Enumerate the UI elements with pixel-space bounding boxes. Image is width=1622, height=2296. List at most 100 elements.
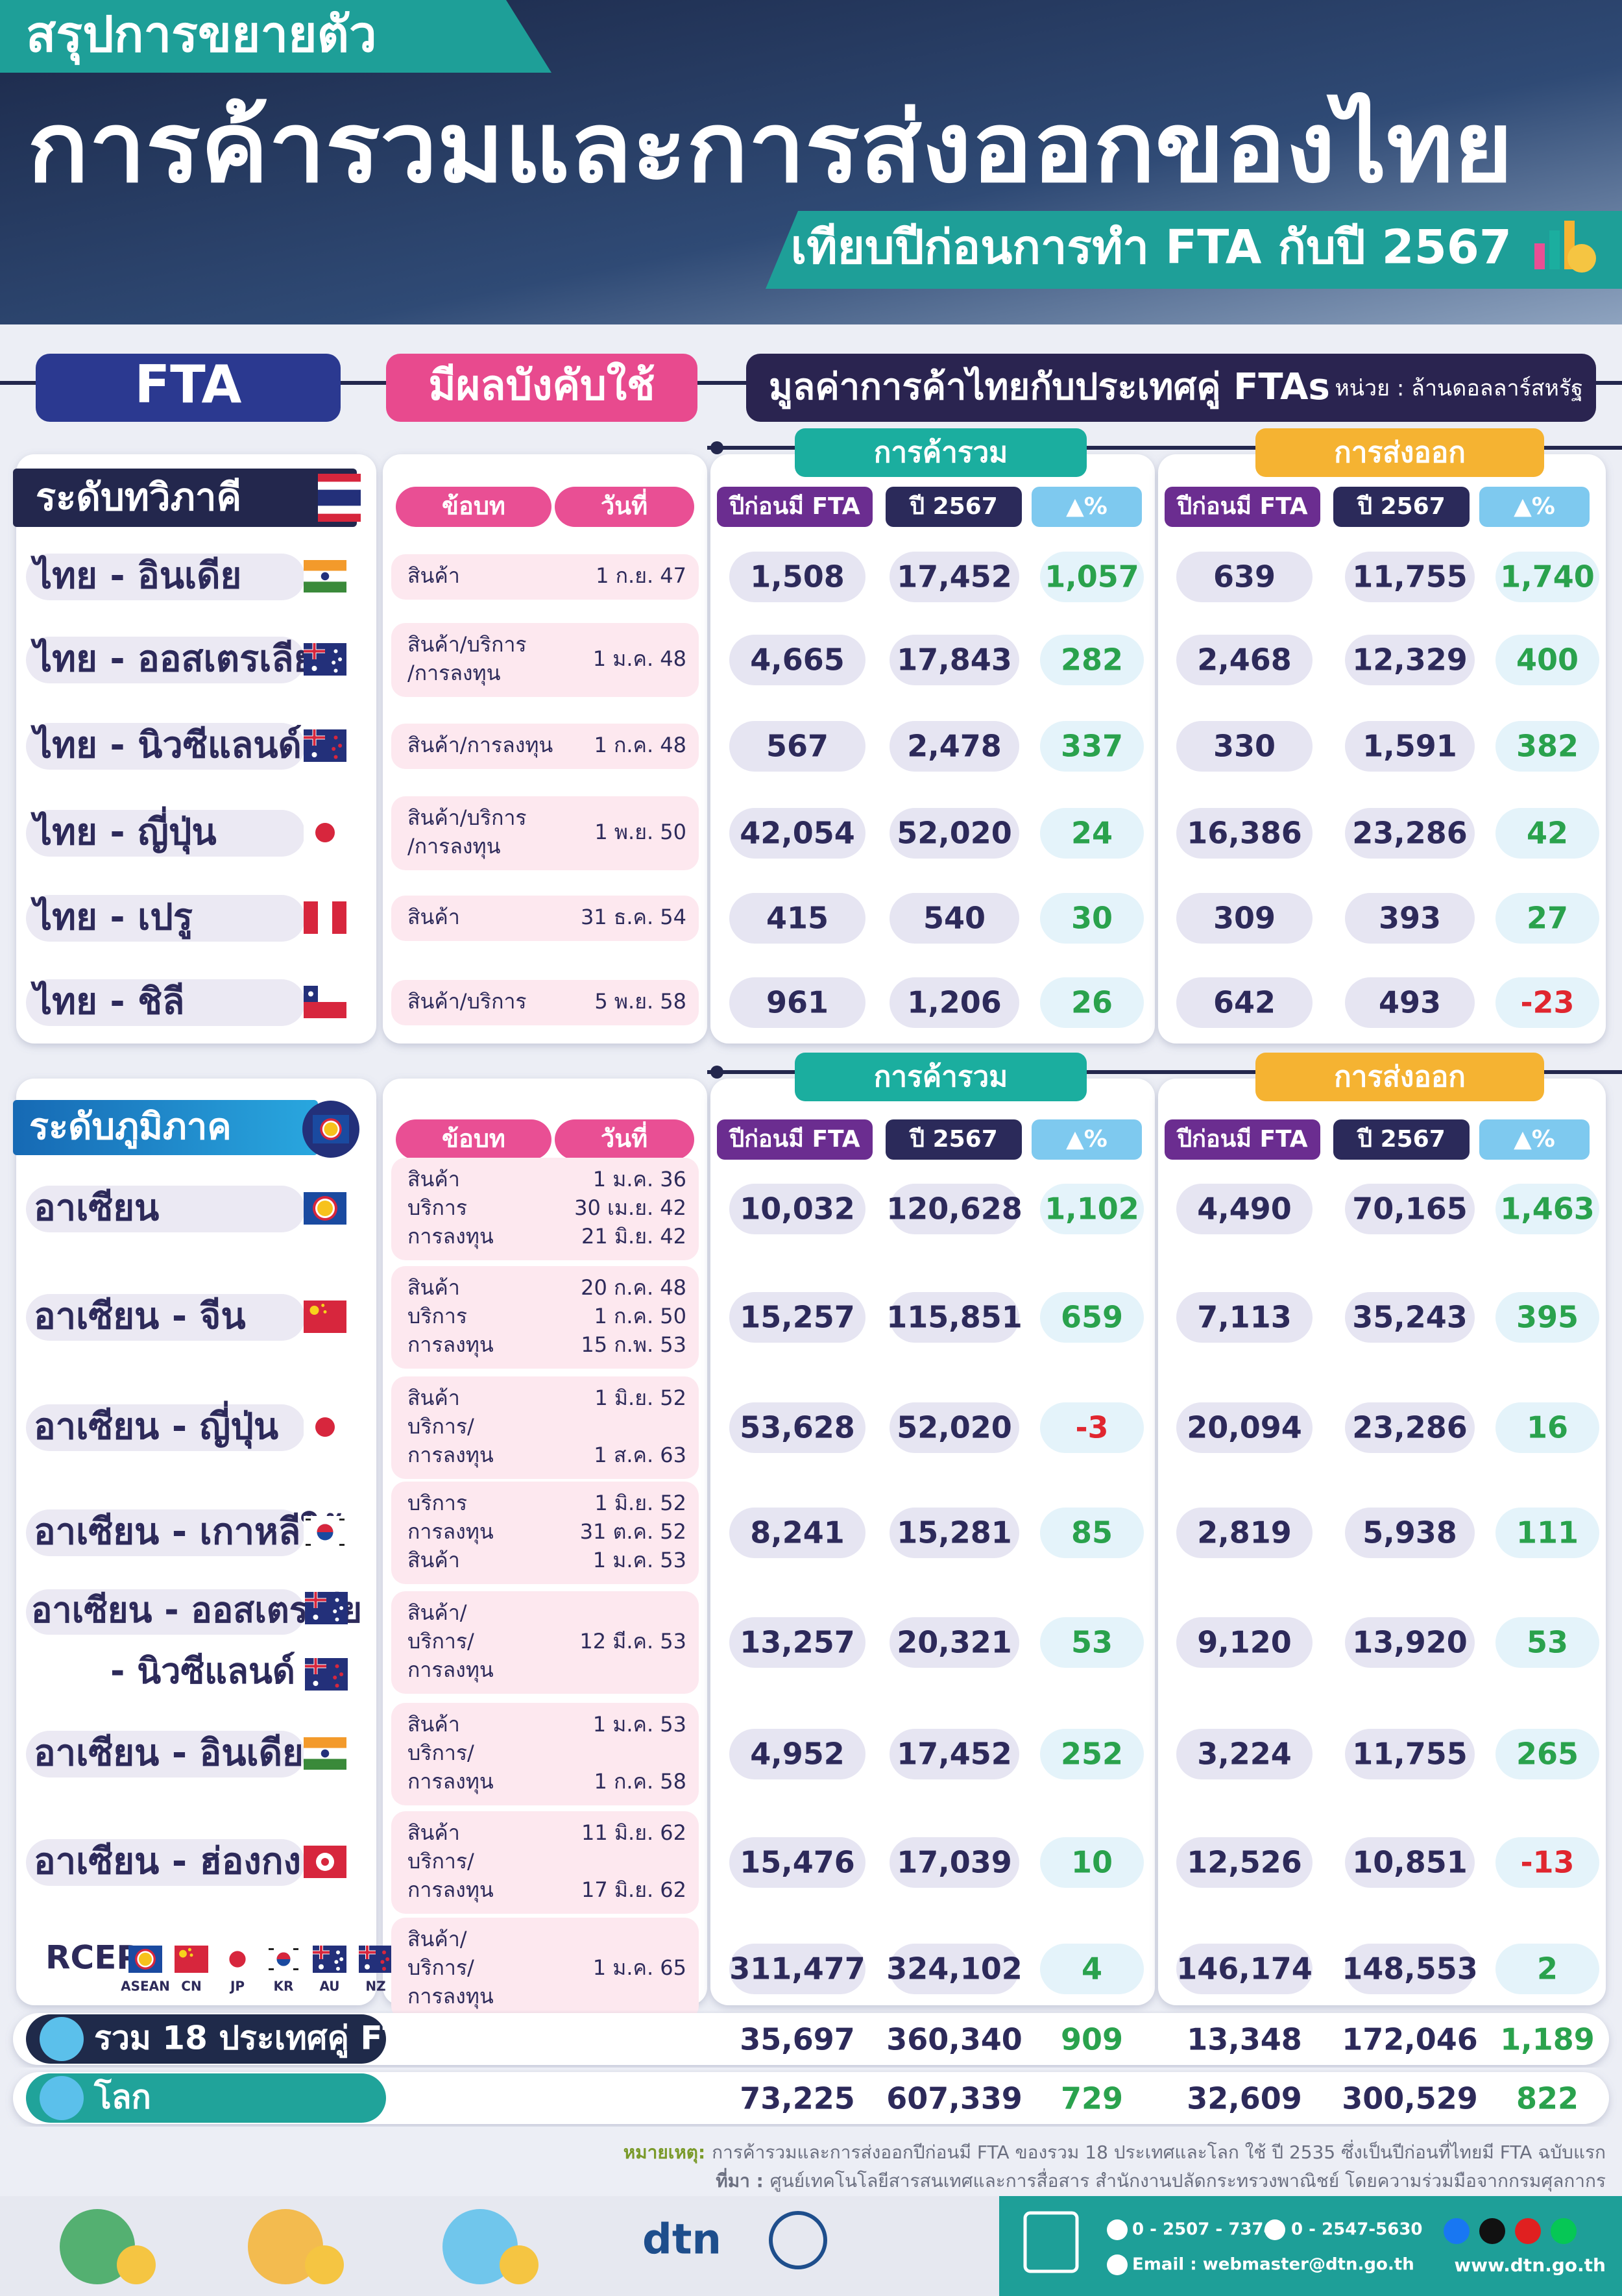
name-pill — [26, 1186, 305, 1232]
value-pill — [1495, 552, 1599, 602]
date-text: 1 ม.ค. 53 — [593, 1548, 686, 1572]
trade-value: 2,819 — [1197, 1515, 1292, 1550]
flag-part — [333, 1676, 337, 1679]
percent-change: -23 — [1520, 985, 1574, 1020]
flag — [359, 1946, 393, 1973]
trade-value: 16,386 — [1187, 816, 1302, 851]
phone: 0 - 2507 - 7374 — [1132, 2220, 1276, 2240]
value-pill — [1176, 552, 1313, 602]
percent-change: 252 — [1061, 1737, 1123, 1772]
social-icon[interactable] — [1444, 2218, 1470, 2244]
rcep-flag-label: CN — [181, 1979, 201, 1994]
flag-part — [229, 1951, 246, 1968]
value-pill — [729, 721, 865, 772]
group-tab — [795, 428, 1087, 477]
trade-value: 20,321 — [897, 1625, 1012, 1660]
group-header: การส่งออก — [1334, 1060, 1466, 1093]
value-pill — [1176, 1837, 1313, 1888]
value-pill — [1495, 808, 1599, 859]
trade-value: 4,665 — [750, 642, 845, 678]
value-pill — [890, 977, 1019, 1028]
header-title: การค้ารวมและการส่งออกของไทย — [27, 92, 1513, 204]
trade-value: 2,478 — [907, 729, 1002, 764]
flag-part — [304, 901, 318, 934]
clause-text: การลงทุน — [407, 1984, 494, 2009]
terms-block — [391, 1703, 699, 1805]
value-pill — [1040, 721, 1144, 772]
trade-value: 300,529 — [1342, 2081, 1478, 2116]
flag — [305, 1658, 348, 1691]
clause-pill — [396, 487, 551, 527]
header-pill — [717, 1119, 873, 1160]
value-pill — [1176, 1729, 1313, 1779]
partner-name: ไทย - ออสเตรเลีย — [30, 637, 315, 680]
flag-part — [315, 823, 335, 842]
table-header: ▲% — [1066, 1126, 1108, 1153]
flag-part — [339, 1544, 345, 1546]
clause-text: /การลงทุน — [407, 661, 501, 686]
effective-pill — [386, 354, 697, 422]
level-banner — [13, 1100, 318, 1155]
unit-label: หน่วย : ล้านดอลลาร์สหรัฐ — [1335, 376, 1583, 402]
percent-change: 1,057 — [1045, 559, 1139, 594]
social-icon[interactable] — [1479, 2218, 1505, 2244]
email-icon — [1107, 2254, 1128, 2275]
clause-text: สินค้า/ — [407, 1600, 467, 1625]
partner-name: ไทย - อินเดีย — [30, 554, 241, 597]
flag-part — [336, 1966, 340, 1971]
flag — [304, 986, 346, 1018]
flag-part — [338, 744, 343, 748]
value-pill — [1495, 721, 1599, 772]
partner-name: ไทย - นิวซีแลนด์ — [30, 724, 302, 766]
flag — [221, 1946, 254, 1973]
trade-value: 70,165 — [1352, 1191, 1468, 1227]
flag-part — [317, 1524, 333, 1532]
flag-part — [321, 1749, 330, 1758]
date-text: 20 ก.ค. 48 — [581, 1275, 686, 1300]
value-pill — [1345, 977, 1475, 1028]
group-header: การค้ารวม — [874, 436, 1008, 469]
percent-change: 30 — [1071, 901, 1113, 936]
header-pill — [1032, 1119, 1142, 1160]
terms-block — [391, 1266, 699, 1369]
flag-part — [336, 1950, 340, 1955]
value-pill — [729, 552, 865, 602]
flag-part — [304, 1301, 346, 1333]
date-text: 31 ต.ค. 52 — [580, 1519, 686, 1544]
flag-part — [276, 1952, 291, 1959]
total-pill — [26, 2073, 386, 2123]
flag-part — [335, 1664, 339, 1668]
percent-change: -13 — [1520, 1845, 1574, 1880]
group-tab — [1255, 428, 1544, 477]
table-header: ▲% — [1066, 493, 1108, 520]
date-text: 1 มิ.ย. 52 — [594, 1491, 686, 1515]
header-pill — [1479, 1119, 1590, 1160]
trade-value: 20,094 — [1187, 1410, 1302, 1445]
name-pill — [26, 1839, 305, 1886]
value-pill — [1040, 1292, 1144, 1343]
partner-name: RCEP — [45, 1939, 140, 1977]
header-pill — [1032, 487, 1142, 527]
trade-value: 961 — [766, 985, 829, 1020]
clause-text: สินค้า/บริการ — [407, 989, 527, 1014]
trade-value: 330 — [1213, 729, 1276, 764]
header-pill — [1479, 487, 1590, 527]
name-pill — [26, 979, 305, 1026]
value-pill — [1495, 1402, 1599, 1453]
name-pill — [26, 1589, 305, 1635]
value-pill — [1345, 808, 1475, 859]
clause-text: การลงทุน — [407, 1657, 494, 1683]
flag-part — [332, 661, 336, 665]
clause-text: สินค้า/บริการ — [407, 632, 527, 657]
tag-band — [0, 0, 551, 73]
coin-icon — [500, 2245, 539, 2284]
flag-part — [382, 1950, 386, 1955]
percent-change: 1,463 — [1500, 1191, 1595, 1227]
date-text: 12 มี.ค. 53 — [579, 1629, 686, 1654]
flag-part — [335, 1617, 339, 1622]
terms-block — [391, 1482, 699, 1584]
social-icon[interactable] — [1515, 2218, 1541, 2244]
flag-part — [304, 581, 346, 592]
social-icon[interactable] — [1551, 2218, 1577, 2244]
